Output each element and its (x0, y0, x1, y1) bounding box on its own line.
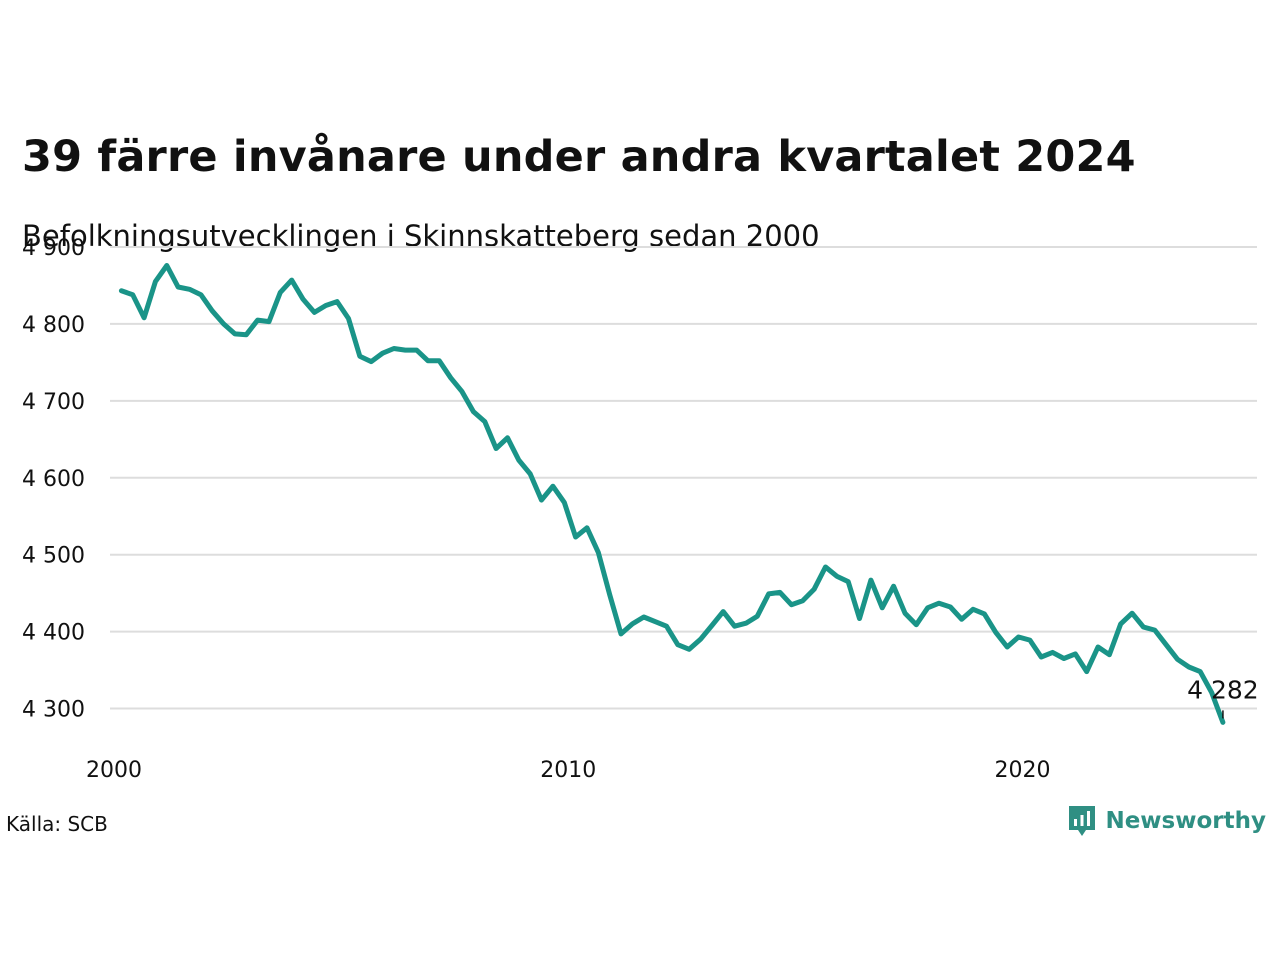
end-value-label: 4 282 (1187, 675, 1259, 704)
brand-logo[interactable]: Newsworthy (1067, 804, 1266, 838)
y-tick-label: 4 900 (22, 236, 85, 261)
y-tick-label: 4 800 (22, 313, 85, 338)
y-tick-label: 4 400 (22, 621, 85, 646)
x-tick-label: 2000 (86, 758, 142, 783)
y-tick-label: 4 600 (22, 467, 85, 492)
source-label: Källa: SCB (6, 812, 108, 836)
y-tick-label: 4 300 (22, 698, 85, 723)
y-tick-label: 4 500 (22, 544, 85, 569)
annotation-layer: 4 282 (1187, 675, 1259, 719)
chart-title: 39 färre invånare under andra kvartalet … (22, 132, 1136, 182)
brand-name: Newsworthy (1105, 808, 1266, 834)
y-tick-label: 4 700 (22, 390, 85, 415)
newsworthy-logo-icon (1069, 806, 1096, 836)
grid-lines (110, 246, 1257, 710)
series-line (118, 263, 1226, 725)
x-tick-label: 2010 (540, 758, 596, 783)
x-axis-tick-labels: 2000 2010 2020 (86, 758, 1051, 783)
y-axis-tick-labels: 4 300 4 400 4 500 4 600 4 700 4 800 4 900 (22, 236, 85, 723)
series-layer (118, 263, 1226, 725)
x-tick-label: 2020 (995, 758, 1051, 783)
